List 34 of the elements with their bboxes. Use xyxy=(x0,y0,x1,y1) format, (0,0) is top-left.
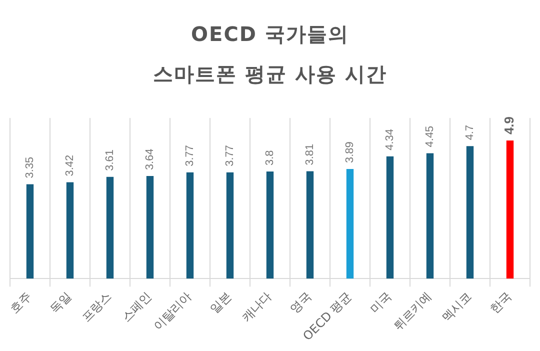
bar xyxy=(146,176,154,279)
x-tick-label: 한국 xyxy=(487,289,514,316)
data-label: 4.34 xyxy=(384,128,396,150)
data-label: 3.81 xyxy=(304,144,316,166)
bar xyxy=(466,146,474,279)
x-tick-label: 영국 xyxy=(287,289,314,316)
bar xyxy=(386,156,394,279)
data-label: 3.61 xyxy=(104,149,116,171)
bar xyxy=(346,169,354,279)
bar xyxy=(306,171,314,279)
bar xyxy=(26,184,34,279)
data-label: 4.7 xyxy=(464,124,476,140)
data-label: 3.77 xyxy=(184,144,196,166)
x-tick-label: 일본 xyxy=(207,289,234,316)
x-tick-label: 호주 xyxy=(7,289,34,316)
data-label: 3.64 xyxy=(144,148,156,170)
data-label: 3.35 xyxy=(24,156,36,178)
bar xyxy=(226,172,234,279)
bar xyxy=(426,153,434,279)
x-tick-label: 미국 xyxy=(367,289,394,316)
data-label: 4.45 xyxy=(424,126,436,148)
bar xyxy=(506,140,514,279)
data-label: 3.77 xyxy=(224,144,236,166)
data-label: 3.89 xyxy=(344,142,356,164)
text: 스마트폰 평균 사용 시간 xyxy=(153,62,387,86)
bar xyxy=(106,176,114,279)
x-tick-label: 독일 xyxy=(47,289,74,316)
data-label: 4.9 xyxy=(502,116,517,135)
text: OECD 국가들의 xyxy=(191,22,349,46)
bar xyxy=(66,182,74,279)
data-label: 3.8 xyxy=(264,150,276,166)
data-label: 3.42 xyxy=(64,154,76,176)
bar xyxy=(186,172,194,279)
bar xyxy=(266,172,274,279)
